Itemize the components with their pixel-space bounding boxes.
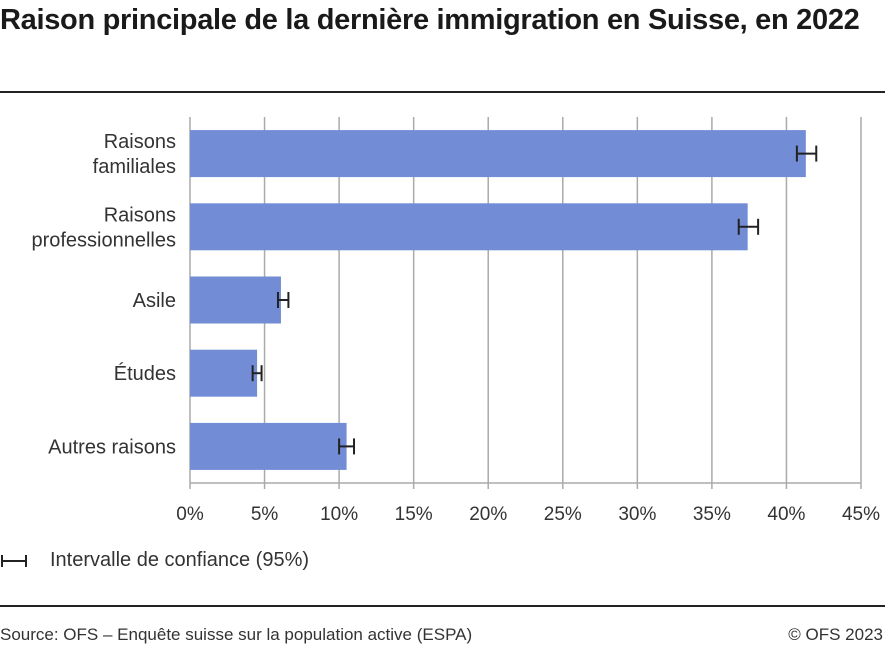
bottom-rule xyxy=(0,605,885,607)
x-tick-label: 20% xyxy=(469,504,507,525)
bar xyxy=(190,422,347,470)
category-label: Asile xyxy=(133,290,176,312)
x-tick-label: 10% xyxy=(320,504,358,525)
x-tick-label: 5% xyxy=(251,504,279,525)
x-tick-label: 35% xyxy=(693,504,731,525)
source-note: Source: OFS – Enquête suisse sur la popu… xyxy=(0,625,473,644)
legend-label: Intervalle de confiance (95%) xyxy=(50,549,310,571)
category-label: Raisons familiales xyxy=(93,131,176,178)
bar xyxy=(190,349,258,397)
bar xyxy=(190,130,806,178)
category-label: Études xyxy=(114,362,176,385)
bar xyxy=(190,203,748,251)
bar xyxy=(190,276,281,324)
x-tick-label: 45% xyxy=(842,504,880,525)
confidence-interval-icon xyxy=(1,554,27,567)
x-tick-label: 25% xyxy=(544,504,582,525)
legend: Intervalle de confiance (95%) xyxy=(0,549,309,572)
x-tick-label: 0% xyxy=(176,504,204,525)
category-label: Autres raisons xyxy=(48,436,176,458)
category-label: Raisons professionnelles xyxy=(31,204,176,251)
bar-chart: 0% 5% 10% 15% 20% 25% 30% 35% 40% 45% Raisons famil… xyxy=(31,117,880,525)
copyright: © OFS 2023 xyxy=(788,625,883,644)
x-tick-label: 30% xyxy=(618,504,656,525)
top-rule xyxy=(0,91,885,93)
chart-title: Raison principale de la dernière immigra… xyxy=(0,4,860,36)
x-tick-label: 40% xyxy=(767,504,805,525)
x-tick-label: 15% xyxy=(395,504,433,525)
